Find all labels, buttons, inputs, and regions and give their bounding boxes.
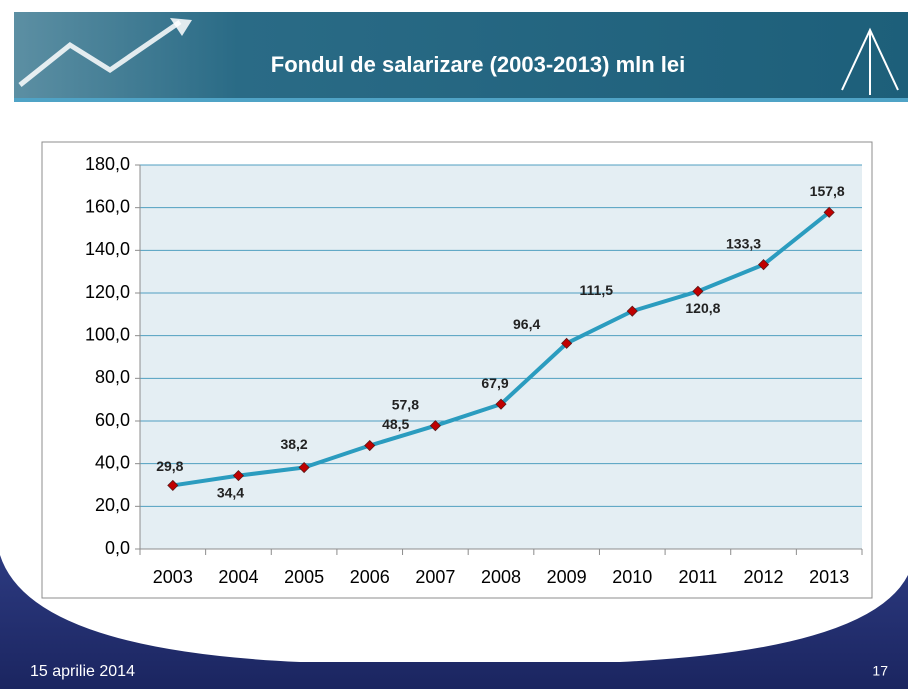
y-tick-label: 100,0 <box>85 324 130 344</box>
x-tick-label: 2011 <box>679 567 718 587</box>
data-label: 48,5 <box>382 416 409 432</box>
x-tick-label: 2008 <box>481 567 521 587</box>
data-label: 29,8 <box>156 458 183 474</box>
footer-date: 15 aprilie 2014 <box>30 663 135 680</box>
data-label: 57,8 <box>392 396 419 412</box>
page-number: 17 <box>872 663 888 679</box>
data-label: 157,8 <box>810 183 845 199</box>
data-label: 67,9 <box>481 375 508 391</box>
y-tick-label: 20,0 <box>95 495 130 515</box>
x-tick-label: 2009 <box>547 567 587 587</box>
banner-rule <box>14 98 908 102</box>
x-tick-label: 2010 <box>612 567 652 587</box>
x-tick-label: 2003 <box>153 567 193 587</box>
y-tick-label: 60,0 <box>95 410 130 430</box>
y-tick-label: 40,0 <box>95 452 130 472</box>
data-label: 34,4 <box>217 484 244 500</box>
data-label: 38,2 <box>280 436 307 452</box>
y-tick-label: 140,0 <box>85 239 130 259</box>
x-tick-label: 2006 <box>350 567 390 587</box>
data-label: 120,8 <box>685 300 720 316</box>
chart: 0,0 20,0 40,0 60,0 80,0 100,0 120,0 140,0 160,0 1… <box>85 154 862 587</box>
x-tick-label: 2012 <box>744 567 784 587</box>
x-tick-label: 2013 <box>809 567 849 587</box>
plot-area <box>140 165 862 549</box>
data-label: 133,3 <box>726 235 761 251</box>
y-tick-label: 0,0 <box>105 538 130 558</box>
page: {"chart_data": {"type": "line", "title":… <box>0 0 908 689</box>
chart-title: Fondul de salarizare (2003-2013) mln lei <box>271 52 686 77</box>
y-tick-label: 80,0 <box>95 367 130 387</box>
data-label: 96,4 <box>513 316 540 332</box>
y-tick-label: 160,0 <box>85 196 130 216</box>
y-tick-label: 180,0 <box>85 154 130 174</box>
x-tick-label: 2007 <box>415 567 455 587</box>
x-tick-label: 2004 <box>218 567 258 587</box>
slide: Fondul de salarizare (2003-2013) mln lei… <box>0 0 908 689</box>
x-tick-label: 2005 <box>284 567 324 587</box>
y-tick-label: 120,0 <box>85 282 130 302</box>
data-label: 111,5 <box>580 282 614 298</box>
